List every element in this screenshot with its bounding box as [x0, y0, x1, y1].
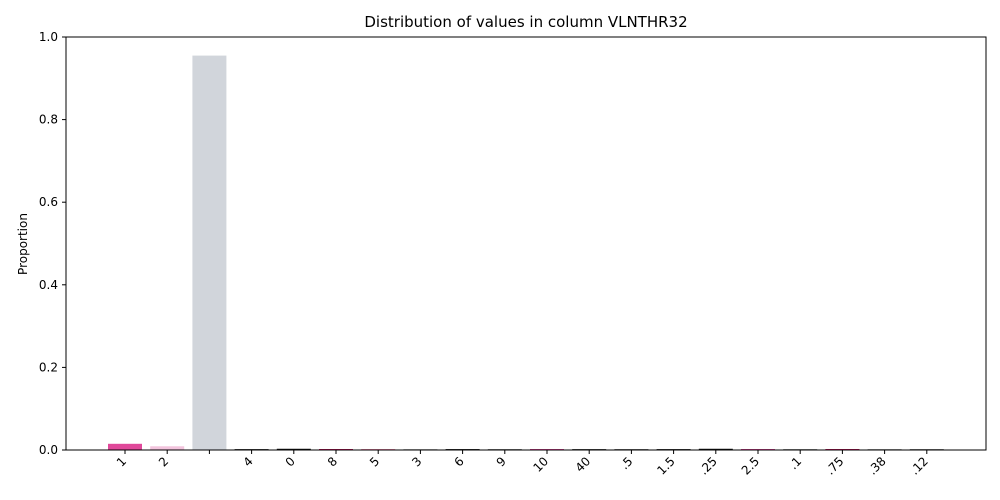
x-tick-label: 2 [156, 454, 171, 469]
y-tick-label: 0.2 [39, 360, 58, 374]
x-tick-label: 6 [451, 454, 466, 469]
x-tick-label: 1.5 [654, 454, 677, 477]
x-ticks-group: 1 2 4 0 8 5 3 6 9 10 40.5 1.5.25 2.5.1.75.38.12 [114, 450, 931, 478]
x-tick-label: 9 [494, 454, 509, 469]
y-tick-label: 0.4 [39, 278, 58, 292]
x-tick-label: 1 [114, 454, 129, 469]
x-tick-label: .12 [908, 454, 931, 477]
x-tick-label: .25 [697, 454, 720, 477]
x-tick-label: .1 [786, 454, 804, 472]
x-tick-label: .5 [618, 454, 636, 472]
bar-1 [150, 446, 185, 450]
y-tick-label: 0.6 [39, 195, 58, 209]
x-tick-label: 40 [573, 454, 594, 475]
bar-14 [698, 448, 733, 450]
x-tick-label: .75 [823, 454, 846, 477]
x-tick-label: 4 [240, 454, 255, 469]
chart-title: Distribution of values in column VLNTHR3… [364, 13, 687, 31]
y-axis-label: Proportion [16, 213, 30, 275]
x-tick-label: 0 [283, 454, 298, 469]
bar-2 [192, 55, 227, 451]
bar-4 [276, 448, 311, 450]
x-tick-label: .38 [865, 454, 888, 477]
y-tick-label: 0.0 [39, 443, 58, 457]
x-tick-label: 3 [409, 454, 424, 469]
x-tick-label: 10 [530, 454, 551, 475]
x-tick-label: 8 [325, 454, 340, 469]
y-tick-label: 1.0 [39, 30, 58, 44]
x-tick-label: 2.5 [739, 454, 762, 477]
bar-0 [108, 443, 142, 450]
y-tick-label: 0.8 [39, 113, 58, 127]
plot-frame [65, 36, 987, 451]
bars-group [108, 55, 944, 451]
x-tick-label: 5 [367, 454, 382, 469]
y-ticks-group: 0.0 0.2 0.4 0.6 0.8 1.0 [39, 30, 66, 457]
